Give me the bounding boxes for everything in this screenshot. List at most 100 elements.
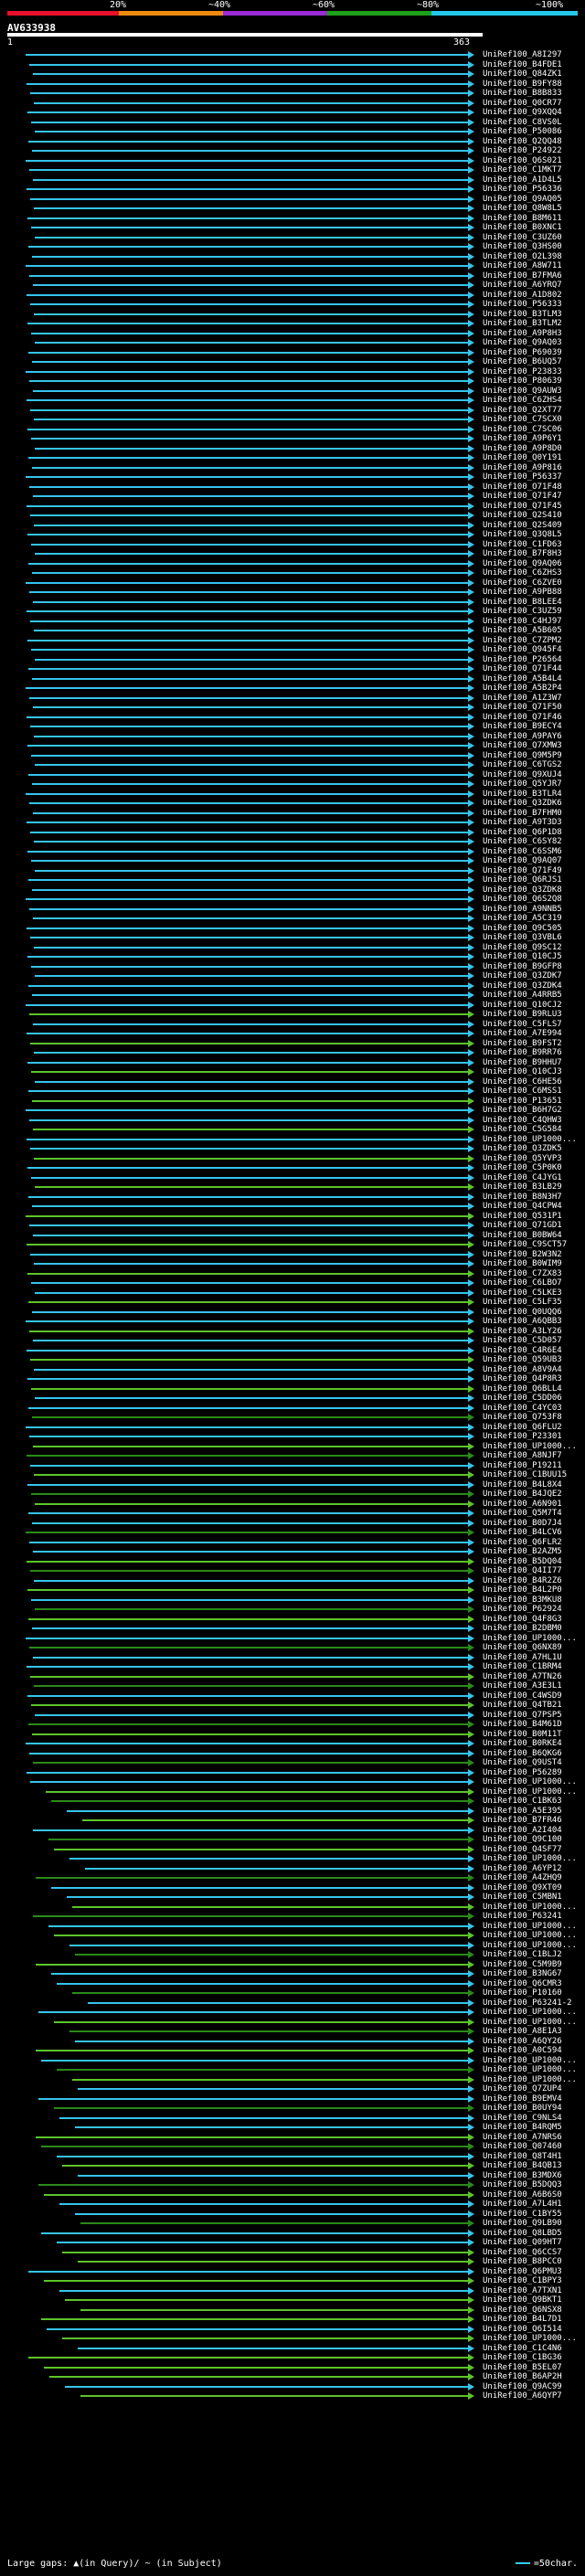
hit-label[interactable]: UniRef100_P56336	[483, 185, 562, 194]
hit-label[interactable]: UniRef100_Q4P8R3	[483, 1374, 562, 1383]
hit-label[interactable]: UniRef100_Q5M7T4	[483, 1509, 562, 1518]
hit-row[interactable]: UniRef100_A2I404	[0, 1826, 585, 1835]
hit-row[interactable]: UniRef100_A1D4L5	[0, 175, 585, 185]
hit-row[interactable]: UniRef100_B8LEE4	[0, 598, 585, 607]
hit-row[interactable]: UniRef100_B8B833	[0, 89, 585, 98]
hit-label[interactable]: UniRef100_Q10CJ5	[483, 952, 562, 961]
hit-label[interactable]: UniRef100_B2AZM5	[483, 1547, 562, 1556]
hit-label[interactable]: UniRef100_C6HE56	[483, 1076, 562, 1087]
hit-row[interactable]: UniRef100_C3UZ59	[0, 607, 585, 616]
hit-label[interactable]: UniRef100_P69039	[483, 347, 562, 357]
hit-label[interactable]: UniRef100_Q9C100	[483, 1835, 562, 1844]
hit-label[interactable]: UniRef100_Q10CJ3	[483, 1067, 562, 1076]
hit-label[interactable]: UniRef100_UP1000...	[483, 1902, 577, 1912]
hit-label[interactable]: UniRef100_A1Z3W7	[483, 693, 562, 703]
hit-row[interactable]: UniRef100_UP1000...	[0, 2018, 585, 2027]
hit-row[interactable]: UniRef100_Q945F4	[0, 645, 585, 654]
hit-label[interactable]: UniRef100_C6SSM6	[483, 846, 562, 856]
hit-label[interactable]: UniRef100_UP1000...	[483, 1786, 577, 1797]
hit-row[interactable]: UniRef100_B3LB29	[0, 1182, 585, 1192]
hit-label[interactable]: UniRef100_A5B2P4	[483, 684, 562, 693]
hit-row[interactable]: UniRef100_B8M611	[0, 214, 585, 223]
hit-row[interactable]: UniRef100_C6SSM6	[0, 847, 585, 856]
hit-row[interactable]: UniRef100_UP1000...	[0, 2056, 585, 2065]
hit-row[interactable]: UniRef100_A8W711	[0, 261, 585, 270]
hit-label[interactable]: UniRef100_P10160	[483, 1988, 562, 1998]
hit-row[interactable]: UniRef100_UP1000...	[0, 1941, 585, 1950]
hit-row[interactable]: UniRef100_C5P0K0	[0, 1163, 585, 1172]
hit-label[interactable]: UniRef100_Q10CJ2	[483, 1000, 562, 1010]
hit-row[interactable]: UniRef100_UP1000...	[0, 2008, 585, 2017]
hit-label[interactable]: UniRef100_B0BW64	[483, 1230, 562, 1240]
hit-label[interactable]: UniRef100_B4R2Z6	[483, 1575, 562, 1585]
hit-row[interactable]: UniRef100_B9GFP8	[0, 962, 585, 971]
hit-row[interactable]: UniRef100_P23301	[0, 1432, 585, 1441]
hit-row[interactable]: UniRef100_A7L4H1	[0, 2200, 585, 2209]
hit-row[interactable]: UniRef100_C7ZX83	[0, 1269, 585, 1278]
hit-label[interactable]: UniRef100_C1BLJ2	[483, 1950, 562, 1959]
hit-row[interactable]: UniRef100_A8NJF7	[0, 1451, 585, 1460]
hit-row[interactable]: UniRef100_C9SCT57	[0, 1240, 585, 1249]
hit-label[interactable]: UniRef100_C1BY55	[483, 2209, 562, 2219]
hit-row[interactable]: UniRef100_Q10CJ3	[0, 1067, 585, 1076]
hit-label[interactable]: UniRef100_Q71F49	[483, 865, 562, 875]
hit-label[interactable]: UniRef100_B2DBM0	[483, 1624, 562, 1633]
hit-label[interactable]: UniRef100_Q3ZDK4	[483, 981, 562, 991]
hit-row[interactable]: UniRef100_Q59UB3	[0, 1355, 585, 1364]
hit-label[interactable]: UniRef100_UP1000...	[483, 2065, 577, 2074]
hit-row[interactable]: UniRef100_A3E3L1	[0, 1681, 585, 1691]
hit-label[interactable]: UniRef100_B5DQQ3	[483, 2180, 562, 2189]
hit-row[interactable]: UniRef100_UP1000...	[0, 1903, 585, 1912]
hit-label[interactable]: UniRef100_Q3ZDK8	[483, 885, 562, 895]
hit-row[interactable]: UniRef100_C5LF35	[0, 1298, 585, 1307]
hit-label[interactable]: UniRef100_B7FHM0	[483, 808, 562, 818]
hit-label[interactable]: UniRef100_A3E3L1	[483, 1681, 562, 1691]
hit-row[interactable]: UniRef100_Q6NX89	[0, 1643, 585, 1652]
hit-label[interactable]: UniRef100_A6QY26	[483, 2036, 562, 2046]
hit-row[interactable]: UniRef100_A9P8H3	[0, 329, 585, 338]
hit-label[interactable]: UniRef100_Q9LB90	[483, 2219, 562, 2228]
hit-row[interactable]: UniRef100_B4L2P0	[0, 1585, 585, 1595]
hit-label[interactable]: UniRef100_B3TLM3	[483, 309, 562, 319]
hit-row[interactable]: UniRef100_A5B605	[0, 626, 585, 635]
hit-label[interactable]: UniRef100_C8VS0L	[483, 117, 562, 127]
hit-row[interactable]: UniRef100_Q9SC12	[0, 943, 585, 952]
hit-label[interactable]: UniRef100_Q3ZDK5	[483, 1144, 562, 1153]
hit-row[interactable]: UniRef100_C3UZ60	[0, 233, 585, 242]
hit-row[interactable]: UniRef100_C4HJ97	[0, 617, 585, 626]
hit-row[interactable]: UniRef100_Q2XT77	[0, 406, 585, 415]
hit-label[interactable]: UniRef100_B6UQ57	[483, 357, 562, 366]
hit-row[interactable]: UniRef100_A0C594	[0, 2046, 585, 2055]
hit-label[interactable]: UniRef100_Q9XQQ4	[483, 108, 562, 117]
hit-row[interactable]: UniRef100_B9RR76	[0, 1048, 585, 1057]
hit-label[interactable]: UniRef100_C1C4N6	[483, 2343, 562, 2353]
hit-row[interactable]: UniRef100_A1D802	[0, 291, 585, 300]
hit-label[interactable]: UniRef100_B4M61D	[483, 1720, 562, 1729]
hit-label[interactable]: UniRef100_Q9AQ05	[483, 194, 562, 204]
hit-row[interactable]: UniRef100_UP1000...	[0, 1442, 585, 1451]
hit-label[interactable]: UniRef100_Q7XMW3	[483, 741, 562, 750]
hit-label[interactable]: UniRef100_Q9AQ06	[483, 558, 562, 568]
hit-row[interactable]: UniRef100_P26564	[0, 655, 585, 664]
hit-label[interactable]: UniRef100_A5C319	[483, 914, 562, 923]
hit-label[interactable]: UniRef100_B0D7J4	[483, 1518, 562, 1528]
hit-row[interactable]: UniRef100_Q71F47	[0, 492, 585, 501]
hit-label[interactable]: UniRef100_Q9AC99	[483, 2381, 562, 2391]
hit-row[interactable]: UniRef100_P62924	[0, 1605, 585, 1614]
hit-label[interactable]: UniRef100_B3MKU8	[483, 1595, 562, 1605]
hit-label[interactable]: UniRef100_Q07460	[483, 2142, 562, 2151]
hit-row[interactable]: UniRef100_B3NG67	[0, 1969, 585, 1978]
hit-label[interactable]: UniRef100_C7ZPM2	[483, 635, 562, 645]
hit-row[interactable]: UniRef100_Q9XQQ4	[0, 108, 585, 117]
hit-label[interactable]: UniRef100_O2L398	[483, 251, 562, 261]
hit-label[interactable]: UniRef100_B0RKE4	[483, 1739, 562, 1748]
hit-label[interactable]: UniRef100_Q71F47	[483, 492, 562, 501]
hit-label[interactable]: UniRef100_Q3VBL6	[483, 933, 562, 942]
hit-row[interactable]: UniRef100_A6N901	[0, 1500, 585, 1509]
hit-label[interactable]: UniRef100_Q6PMU3	[483, 2266, 562, 2276]
hit-row[interactable]: UniRef100_C5MBN1	[0, 1892, 585, 1902]
hit-row[interactable]: UniRef100_P63241	[0, 1912, 585, 1921]
hit-label[interactable]: UniRef100_UP1000...	[483, 2074, 577, 2084]
hit-label[interactable]: UniRef100_P56289	[483, 1767, 562, 1777]
hit-row[interactable]: UniRef100_Q3ZDK5	[0, 1144, 585, 1153]
